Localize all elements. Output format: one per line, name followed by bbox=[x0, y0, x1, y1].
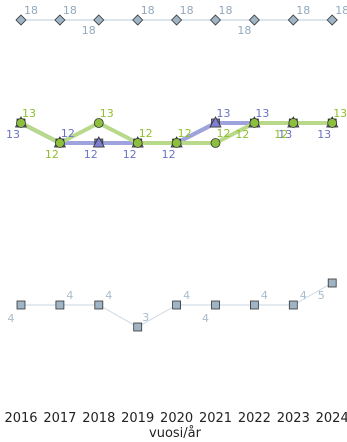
series-4-label: 4 bbox=[66, 289, 73, 302]
series-0-point bbox=[287, 14, 299, 26]
x-axis: 2016 2017 2018 2019 2020 2021 2022 2023 2024 bbox=[4, 411, 347, 426]
series-3-label: 12 bbox=[274, 128, 288, 141]
series-4-point bbox=[211, 300, 220, 310]
series-3-segment bbox=[213, 121, 257, 145]
series-3-segment bbox=[19, 121, 62, 145]
series-3-point bbox=[210, 138, 221, 148]
series-0-point bbox=[209, 14, 222, 26]
x-tick-label: 2022 bbox=[238, 411, 271, 426]
series-3-label: 12 bbox=[45, 148, 59, 161]
series-4-point bbox=[133, 322, 143, 332]
series-4-label: 4 bbox=[202, 312, 209, 325]
series-3-point bbox=[327, 118, 338, 128]
series-4-label: 4 bbox=[105, 289, 112, 302]
series-4-segment bbox=[292, 282, 333, 306]
series-1-label: 12 bbox=[123, 148, 137, 161]
series-3-segment bbox=[57, 121, 101, 145]
series-3-point bbox=[93, 118, 104, 128]
series-0-point bbox=[248, 14, 260, 26]
x-tick-label: 2021 bbox=[199, 411, 232, 426]
series-4-label: 4 bbox=[8, 312, 15, 325]
series-3-point bbox=[16, 118, 26, 128]
series-4-segment bbox=[98, 304, 139, 328]
series-4-segment bbox=[137, 304, 178, 328]
series-0-point bbox=[54, 14, 66, 26]
series-3-label: 13 bbox=[100, 107, 114, 120]
series-4-label: 4 bbox=[183, 289, 190, 302]
x-axis-title: vuosi/år bbox=[149, 426, 202, 441]
series-3-label: 13 bbox=[333, 107, 347, 120]
series-4-point bbox=[16, 300, 26, 310]
series-3-point bbox=[288, 118, 299, 128]
series-2-point bbox=[92, 136, 105, 148]
series-3-label: 13 bbox=[22, 107, 36, 120]
series-4-label: 4 bbox=[300, 289, 307, 302]
x-tick-label: 2024 bbox=[316, 411, 347, 426]
series-3-point bbox=[132, 138, 143, 148]
series-1-label: 13 bbox=[6, 128, 20, 141]
series-0-label: 18 bbox=[24, 4, 38, 17]
series-0-point bbox=[326, 14, 338, 26]
series-3-point bbox=[249, 118, 260, 128]
series-0-label: 18 bbox=[63, 4, 77, 17]
x-tick-label: 2018 bbox=[82, 411, 115, 426]
series-4-label: 4 bbox=[261, 289, 268, 302]
series-2-segment bbox=[174, 121, 218, 145]
series-0-point bbox=[132, 14, 144, 26]
x-tick-label: 2017 bbox=[43, 411, 76, 426]
series-3-label: 12 bbox=[139, 127, 153, 140]
series-4-point bbox=[327, 278, 337, 288]
x-tick-label: 2020 bbox=[160, 411, 193, 426]
series-markers bbox=[14, 14, 339, 332]
x-tick-label: 2016 bbox=[4, 411, 37, 426]
series-1-label: 13 bbox=[255, 107, 269, 120]
series-0-label: 18 bbox=[180, 4, 194, 17]
series-lines bbox=[19, 19, 335, 328]
series-3-label: 12 bbox=[217, 127, 231, 140]
series-4-label: 3 bbox=[142, 311, 149, 324]
series-0-label: 18 bbox=[335, 4, 347, 17]
series-4-point bbox=[172, 300, 182, 310]
series-1-label: 12 bbox=[61, 127, 75, 140]
series-3-label: 12 bbox=[178, 127, 192, 140]
series-0-label: 18 bbox=[237, 24, 251, 37]
series-0-label: 18 bbox=[296, 4, 310, 17]
series-0-label: 18 bbox=[141, 4, 155, 17]
series-1-label: 13 bbox=[278, 128, 292, 141]
series-0-point bbox=[93, 14, 105, 26]
series-4-point bbox=[249, 300, 259, 310]
series-2-point bbox=[209, 116, 222, 128]
series-0-label: 18 bbox=[219, 4, 233, 17]
series-3-point bbox=[55, 138, 65, 148]
series-0-label: 18 bbox=[82, 24, 96, 37]
series-0-point bbox=[15, 14, 27, 26]
series-1-label: 12 bbox=[162, 148, 176, 161]
series-1-label: 13 bbox=[217, 107, 231, 120]
series-4-point bbox=[55, 300, 65, 310]
series-1-label: 13 bbox=[317, 128, 331, 141]
series-1-label: 12 bbox=[84, 148, 98, 161]
series-3-segment bbox=[96, 121, 140, 145]
series-4-label: 5 bbox=[318, 289, 325, 302]
x-tick-label: 2019 bbox=[121, 411, 154, 426]
series-3-point bbox=[171, 138, 182, 148]
series-0-point bbox=[171, 14, 183, 26]
series-3-label: 12 bbox=[235, 128, 249, 141]
x-tick-label: 2023 bbox=[277, 411, 310, 426]
series-4-point bbox=[288, 300, 298, 310]
series-4-point bbox=[94, 300, 104, 310]
